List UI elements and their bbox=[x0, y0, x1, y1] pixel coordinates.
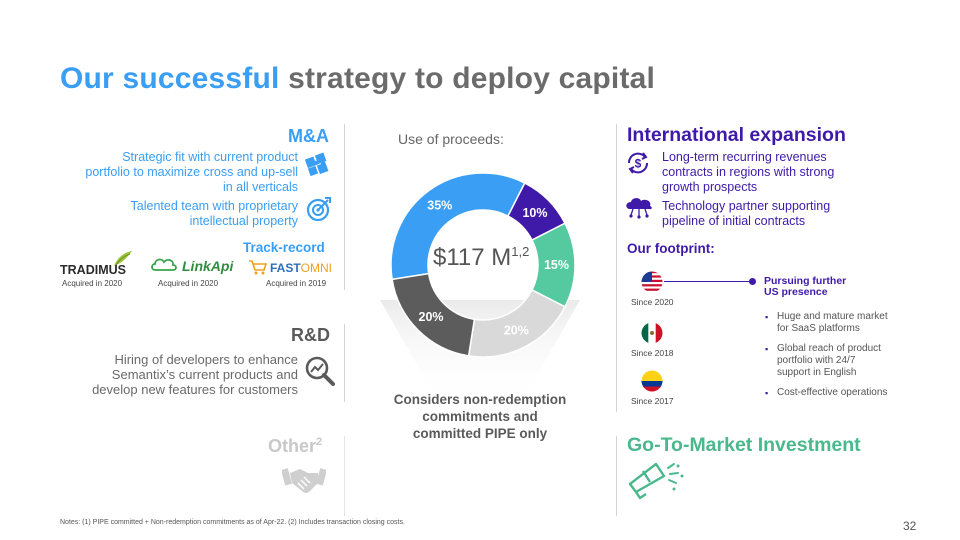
footnotes: Notes: (1) PIPE committed + Non-redempti… bbox=[60, 519, 405, 526]
intl-item-2: Technology partner supporting pipeline o… bbox=[662, 199, 872, 229]
us-flag-icon bbox=[641, 271, 663, 293]
linkapi-name: LinkApi bbox=[182, 258, 234, 274]
donut-slice-label: 20% bbox=[504, 323, 529, 337]
footprint-bullet-line: for SaaS platforms bbox=[777, 323, 860, 334]
donut-center-amount: $117 M bbox=[433, 244, 512, 271]
donut-slice-label: 10% bbox=[522, 206, 547, 220]
title-rest: strategy to deploy capital bbox=[288, 62, 656, 95]
footprint-heading: Our footprint: bbox=[627, 241, 715, 256]
mexico-flag-icon bbox=[641, 322, 663, 344]
megaphone-icon bbox=[628, 462, 684, 500]
footprint-bullet-line: Global reach of product bbox=[777, 343, 881, 354]
proceeds-caption: Considers non-redemption commitments and… bbox=[368, 391, 592, 442]
footprint-bullet: Huge and mature market for SaaS platform… bbox=[765, 311, 917, 335]
proceeds-caption-line: commitments and bbox=[422, 409, 538, 424]
divider-gtm bbox=[616, 436, 617, 516]
rd-text-line: develop new features for customers bbox=[92, 382, 298, 397]
us-connector-line bbox=[664, 281, 752, 282]
track-record-heading: Track-record bbox=[243, 240, 325, 255]
intl-item-1: Long-term recurring revenues contracts i… bbox=[662, 150, 872, 195]
other-heading-text: Other bbox=[268, 436, 317, 456]
fastomni-logo: FASTOMNI Acquired in 2019 bbox=[246, 250, 342, 290]
divider-intl bbox=[616, 124, 617, 412]
shopping-cart-icon bbox=[249, 260, 268, 275]
donut-center-value: $117 M1,2 bbox=[433, 244, 529, 272]
ma-text-2: Talented team with proprietary intellect… bbox=[40, 199, 298, 229]
divider-rd bbox=[344, 324, 345, 402]
rd-text-line: Hiring of developers to enhance bbox=[114, 352, 298, 367]
rd-heading: R&D bbox=[291, 325, 330, 345]
tradimus-name: TRADIMUS bbox=[60, 263, 126, 277]
ma-text-1-line: portfolio to maximize cross and up-sell bbox=[85, 165, 298, 179]
ma-text-2-line: intellectual property bbox=[189, 214, 298, 228]
divider-other bbox=[344, 436, 345, 516]
rd-text: Hiring of developers to enhance Semantix… bbox=[40, 352, 298, 397]
proceeds-caption-line: Considers non-redemption bbox=[393, 392, 567, 407]
intl-heading: International expansion bbox=[627, 124, 846, 146]
divider-ma bbox=[344, 124, 345, 290]
tradimus-acquired: Acquired in 2020 bbox=[62, 279, 123, 288]
intl-item-2-line: pipeline of initial contracts bbox=[662, 214, 806, 228]
ma-heading: M&A bbox=[288, 126, 329, 146]
magnifier-chart-icon bbox=[305, 356, 335, 386]
intl-item-1-line: contracts in regions with strong bbox=[662, 165, 835, 179]
colombia-flag-icon bbox=[641, 370, 663, 392]
proceeds-label: Use of proceeds: bbox=[398, 131, 504, 147]
ma-text-1-line: Strategic fit with current product bbox=[122, 150, 298, 164]
target-icon bbox=[306, 197, 331, 222]
footprint-bullet-line: Cost-effective operations bbox=[777, 387, 888, 398]
ma-text-2-line: Talented team with proprietary bbox=[130, 199, 298, 213]
dollar-cycle-icon: $ bbox=[627, 152, 649, 174]
proceeds-caption-line: committed PIPE only bbox=[412, 426, 548, 441]
footprint-bullet-line: support in English bbox=[777, 367, 857, 378]
intl-item-1-line: Long-term recurring revenues bbox=[662, 150, 827, 164]
donut-center-sup: 1,2 bbox=[511, 244, 530, 259]
tradimus-leaf-icon bbox=[114, 251, 132, 266]
svg-text:$: $ bbox=[635, 157, 642, 171]
fastomni-name-a: FAST bbox=[270, 261, 301, 275]
donut-slice-label: 35% bbox=[427, 199, 452, 213]
footprint-bullet-line: Huge and mature market bbox=[777, 311, 888, 322]
fastomni-name-b: OMNI bbox=[300, 261, 333, 275]
ma-text-1-line: in all verticals bbox=[222, 180, 298, 194]
pursuing-line: Pursuing further bbox=[764, 275, 847, 287]
other-heading: Other2 bbox=[268, 436, 322, 457]
donut-slice-label: 15% bbox=[544, 258, 569, 272]
footprint-bullet-line: portfolio with 24/7 bbox=[777, 355, 856, 366]
donut-slice-label: 20% bbox=[419, 310, 444, 324]
mexico-since: Since 2018 bbox=[631, 348, 674, 358]
linkapi-acquired: Acquired in 2020 bbox=[158, 279, 219, 288]
page-title: Our successful strategy to deploy capita… bbox=[60, 62, 655, 96]
linkapi-cloud-icon bbox=[151, 258, 177, 271]
intl-item-2-line: Technology partner supporting bbox=[662, 199, 831, 213]
rd-text-line: Semantix’s current products and bbox=[111, 367, 298, 382]
other-heading-sup: 2 bbox=[316, 436, 323, 448]
pursuing-line: US presence bbox=[764, 286, 828, 298]
colombia-since: Since 2017 bbox=[631, 396, 674, 406]
use-of-proceeds-donut-chart: 35% 10% 15% 20% 20% bbox=[390, 172, 576, 358]
fastomni-name: FASTOMNI bbox=[270, 261, 332, 275]
handshake-icon bbox=[282, 468, 326, 493]
us-connector-dot bbox=[749, 278, 756, 285]
puzzle-icon bbox=[304, 152, 329, 177]
gtm-heading: Go-To-Market Investment bbox=[627, 434, 861, 456]
cloud-network-icon bbox=[626, 198, 652, 219]
footprint-bullet: Cost-effective operations bbox=[765, 387, 917, 399]
donut-slice bbox=[390, 172, 526, 281]
tradimus-logo: TRADIMUS Acquired in 2020 bbox=[60, 250, 140, 290]
donut-slice bbox=[391, 272, 476, 357]
title-highlight: Our successful bbox=[60, 62, 280, 95]
ma-text-1: Strategic fit with current product portf… bbox=[40, 150, 298, 195]
footprint-bullet: Global reach of product portfolio with 2… bbox=[765, 343, 917, 379]
page-number: 32 bbox=[903, 519, 917, 533]
pursuing-us-presence: Pursuing further US presence bbox=[764, 276, 846, 298]
us-since: Since 2020 bbox=[631, 297, 674, 307]
linkapi-logo: LinkApi Acquired in 2020 bbox=[148, 250, 238, 290]
intl-item-1-line: growth prospects bbox=[662, 180, 758, 194]
fastomni-acquired: Acquired in 2019 bbox=[266, 279, 327, 288]
